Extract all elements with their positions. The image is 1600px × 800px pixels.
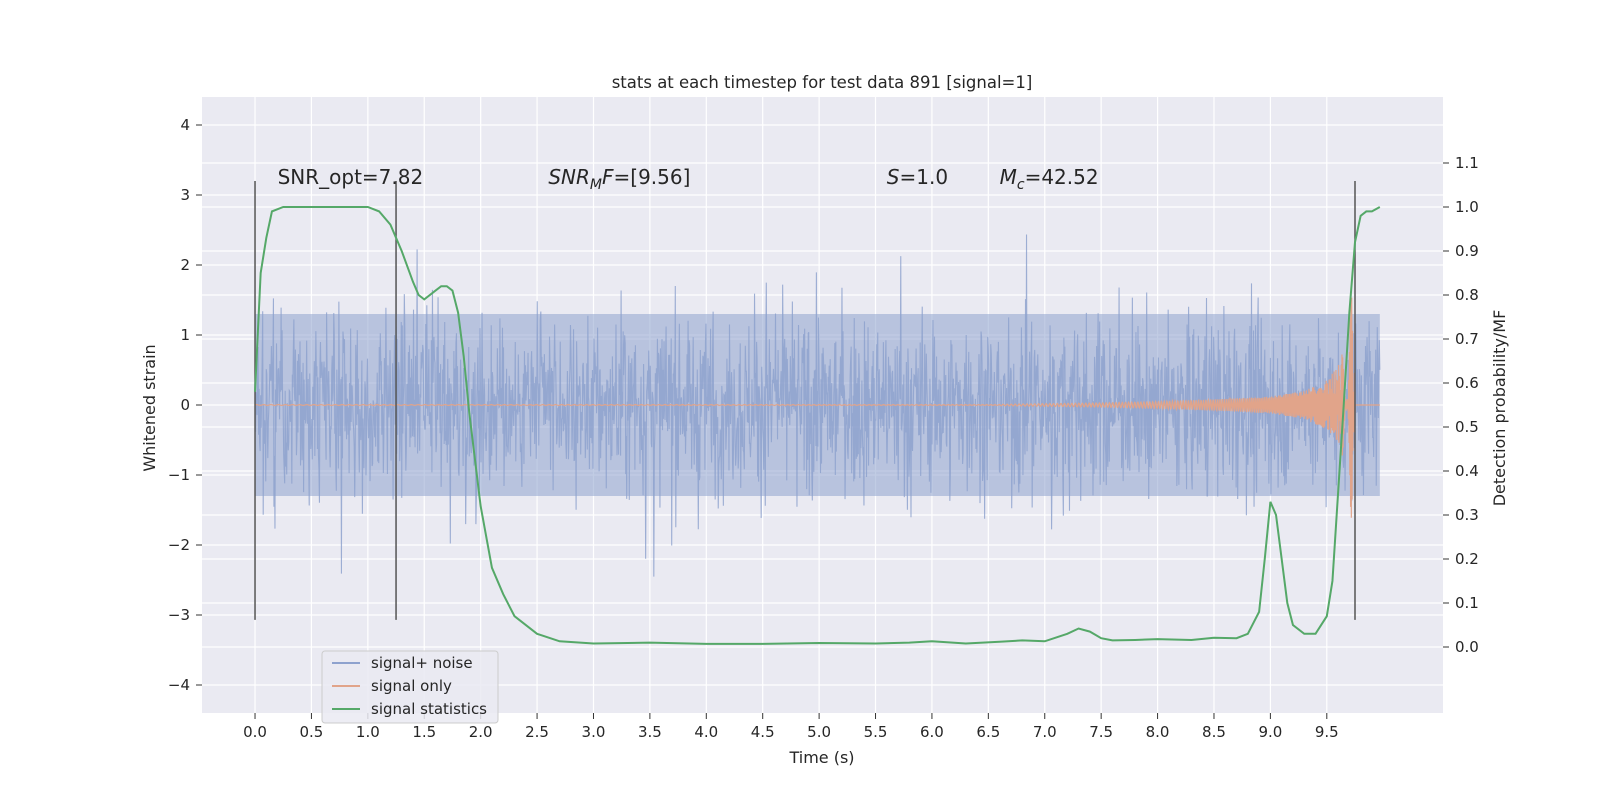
annotation-s-value: =1.0 (900, 165, 949, 189)
chart-title: stats at each timestep for test data 891… (612, 73, 1033, 92)
x-tick-label: 1.0 (356, 723, 380, 741)
x-tick-label: 7.5 (1089, 723, 1113, 741)
x-tick-label: 8.5 (1202, 723, 1226, 741)
annotation-snr-italic: SNR (548, 165, 590, 189)
y-tick-label: 2 (180, 256, 190, 274)
x-tick-label: 4.5 (751, 723, 775, 741)
y-tick-label: −3 (168, 606, 190, 624)
y2-tick-label: 1.1 (1455, 154, 1479, 172)
x-tick-label: 3.5 (638, 723, 662, 741)
x-tick-label: 1.5 (412, 723, 436, 741)
x-tick-label: 6.5 (976, 723, 1000, 741)
y-tick-label: 4 (180, 116, 190, 134)
legend-label-signal-only: signal only (371, 677, 452, 695)
y2-axis-label: Detection probability/MF (1490, 310, 1509, 507)
annotation-snr-f: F (602, 165, 614, 189)
annotation-0: SNR_opt=7.82 (278, 165, 424, 189)
annotation-mc-value: =42.52 (1025, 165, 1099, 189)
x-tick-label: 0.0 (243, 723, 267, 741)
y2-tick-label: 0.1 (1455, 594, 1479, 612)
y-axis-left-ticks: 4 3 2 1 0 −1 −2 −3 −4 (168, 116, 202, 694)
x-tick-label: 9.5 (1315, 723, 1339, 741)
x-tick-label: 4.0 (694, 723, 718, 741)
annotation-s-italic: S (887, 165, 900, 189)
series-signal-statistics (254, 206, 1381, 645)
annotation-mc-subscript: c (1017, 177, 1025, 193)
y-tick-label: −4 (168, 676, 190, 694)
y-tick-label: 1 (180, 326, 190, 344)
annotation-mc-italic: M (1000, 165, 1017, 189)
y2-tick-label: 0.7 (1455, 330, 1479, 348)
legend-label-signal-plus-noise: signal+ noise (371, 654, 473, 672)
y-axis-right-ticks: 1.1 1.0 0.9 0.8 0.7 0.6 0.5 0.4 0.3 0.2 0.1 0.0 (1443, 154, 1479, 656)
legend-label-signal-statistics: signal statistics (371, 700, 487, 718)
y2-tick-label: 0.3 (1455, 506, 1479, 524)
annotation-1: SNRMF=[9.56] (548, 165, 690, 193)
annotation-2: S=1.0 (887, 165, 948, 189)
y-tick-label: −2 (168, 536, 190, 554)
signal-statistics-line (254, 206, 1381, 645)
series-signal-only (254, 294, 1380, 518)
x-tick-label: 2.0 (469, 723, 493, 741)
y2-tick-label: 0.6 (1455, 374, 1479, 392)
signal-only-trace (254, 294, 1380, 518)
x-axis-label: Time (s) (788, 748, 854, 767)
x-tick-label: 5.5 (864, 723, 888, 741)
x-tick-label: 6.0 (920, 723, 944, 741)
annotation-3: Mc=42.52 (1000, 165, 1099, 193)
x-tick-label: 5.0 (807, 723, 831, 741)
annotation-snr-subscript: M (590, 177, 602, 193)
x-tick-label: 7.0 (1033, 723, 1057, 741)
x-tick-label: 3.0 (582, 723, 606, 741)
y2-tick-label: 1.0 (1455, 198, 1479, 216)
y-tick-label: 0 (180, 396, 190, 414)
x-tick-label: 2.5 (525, 723, 549, 741)
y2-tick-label: 0.0 (1455, 638, 1479, 656)
y2-tick-label: 0.2 (1455, 550, 1479, 568)
y2-tick-label: 0.8 (1455, 286, 1479, 304)
legend: signal+ noise signal only signal statist… (321, 650, 499, 724)
y-axis-label: Whitened strain (140, 344, 159, 471)
x-axis-ticks: 0.0 0.5 1.0 1.5 2.0 2.5 3.0 3.5 4.0 4.5 5.0 5.5 6.0 6… (243, 713, 1339, 741)
annotations: SNR_opt=7.82 SNRMF=[9.56] S=1.0 Mc=42.52 (278, 165, 1099, 193)
y2-tick-label: 0.5 (1455, 418, 1479, 436)
y-tick-label: −1 (168, 466, 190, 484)
x-tick-label: 8.0 (1146, 723, 1170, 741)
x-tick-label: 9.0 (1258, 723, 1282, 741)
y-tick-label: 3 (180, 186, 190, 204)
legend-box (321, 650, 499, 724)
y2-tick-label: 0.9 (1455, 242, 1479, 260)
y2-tick-label: 0.4 (1455, 462, 1479, 480)
annotation-snr-value: =[9.56] (614, 165, 691, 189)
x-tick-label: 0.5 (300, 723, 324, 741)
